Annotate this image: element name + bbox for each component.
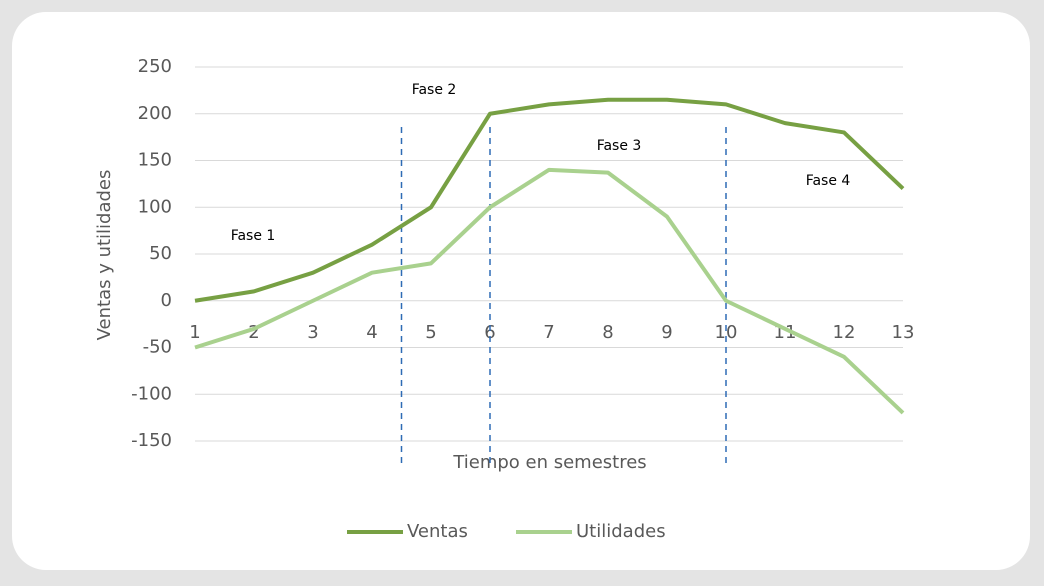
phase-label: Fase 1 [231,228,276,244]
x-tick-label: 5 [425,322,436,343]
x-tick-label: 7 [543,322,554,343]
y-tick-label: -50 [143,337,172,358]
x-tick-label: 10 [715,322,738,343]
series-line [194,167,905,415]
y-tick-label: 250 [138,56,172,77]
y-tick-label: -150 [131,430,172,451]
y-tick-label: 0 [161,290,172,311]
x-axis-title: Tiempo en semestres [452,452,646,473]
x-tick-label: 8 [602,322,613,343]
phase-label: Fase 2 [412,82,457,98]
x-tick-label: 12 [833,322,856,343]
y-tick-label: 100 [138,196,172,217]
x-tick-label: 2 [248,322,259,343]
phase-label: Fase 3 [597,138,642,154]
x-tick-label: 1 [189,322,200,343]
legend-label: Ventas [407,521,468,542]
panel [12,12,1030,570]
y-tick-label: 150 [138,150,172,171]
phase-label: Fase 4 [806,173,851,189]
x-tick-label: 9 [661,322,672,343]
x-tick-label: 4 [366,322,377,343]
y-axis-title: Ventas y utilidades [94,170,115,341]
y-tick-label: 200 [138,103,172,124]
y-tick-label: 50 [149,243,172,264]
y-tick-label: -100 [131,383,172,404]
x-tick-label: 13 [892,322,915,343]
x-tick-label: 3 [307,322,318,343]
series-line [194,97,905,303]
legend-label: Utilidades [576,521,666,542]
x-tick-label: 6 [484,322,495,343]
